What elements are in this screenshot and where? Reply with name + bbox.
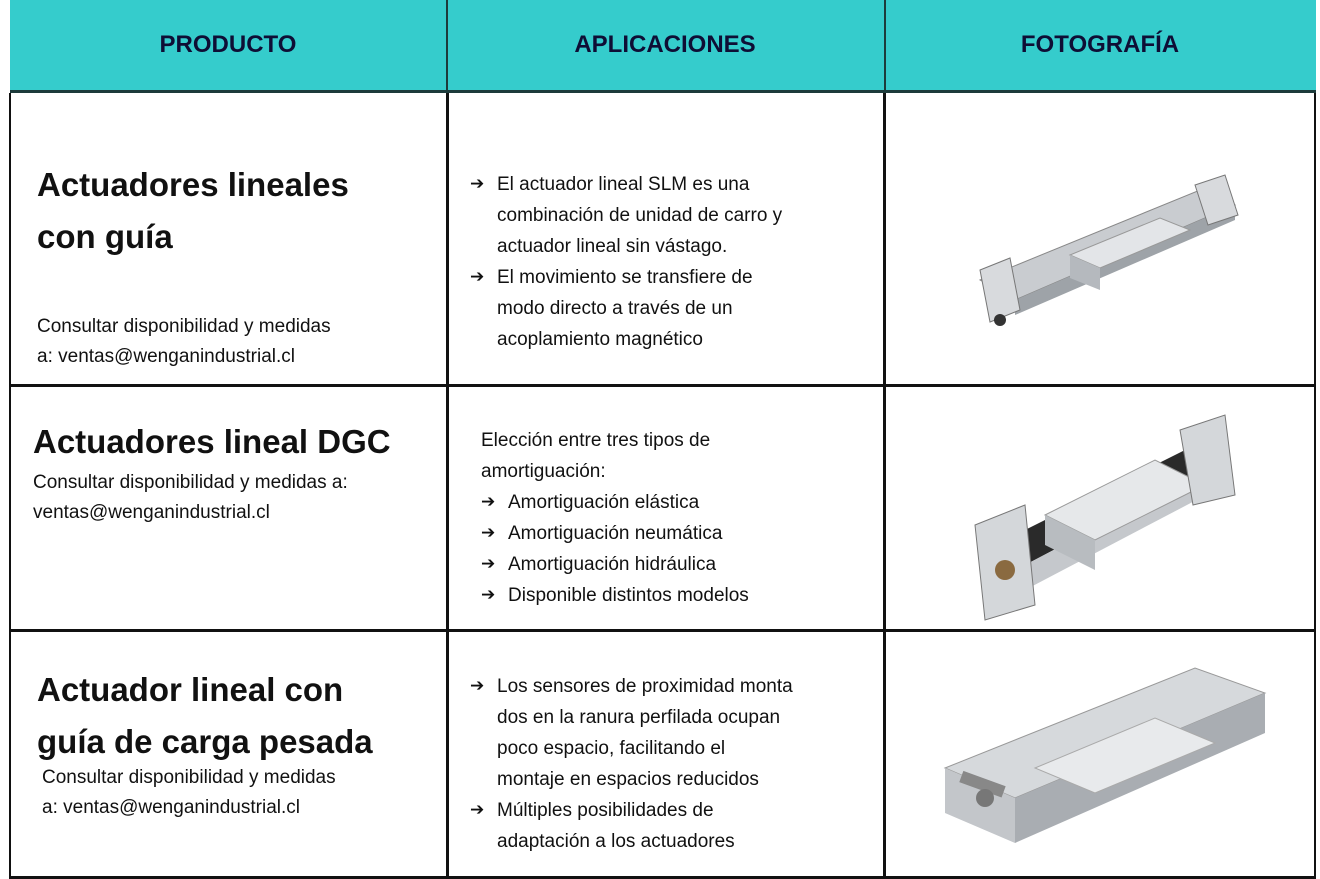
header-cell: APLICACIONES <box>574 31 756 58</box>
line: adaptación a los actuadores <box>497 831 735 852</box>
bullet: El actuador lineal SLM es una combinació… <box>470 169 782 262</box>
bullet: El movimiento se transfiere de modo dire… <box>470 262 782 355</box>
bullet: Múltiples posibilidades de adaptación a … <box>470 795 793 857</box>
applications: El actuador lineal SLM es una combinació… <box>470 169 782 355</box>
note-line: ventas@wenganindustrial.cl <box>33 502 270 523</box>
border <box>1314 93 1316 879</box>
line: actuador lineal sin vástago. <box>497 236 728 257</box>
border <box>9 93 11 879</box>
applications: Los sensores de proximidad monta dos en … <box>470 671 793 857</box>
border <box>883 93 886 879</box>
product-title: Actuadores lineal DGC <box>33 416 391 468</box>
header: PRODUCTO APLICACIONES FOTOGRAFÍA <box>10 0 1316 93</box>
title-line: con guía <box>37 218 173 255</box>
note-line: a: ventas@wenganindustrial.cl <box>42 797 300 818</box>
title-line: Actuadores lineales <box>37 166 349 203</box>
bullet: Amortiguación elástica <box>481 487 749 518</box>
note-line: Consultar disponibilidad y medidas <box>37 316 331 337</box>
border <box>9 384 1316 387</box>
note-line: Consultar disponibilidad y medidas a: <box>33 472 348 493</box>
note-line: a: ventas@wenganindustrial.cl <box>37 346 295 367</box>
line: dos en la ranura perfilada ocupan <box>497 707 781 728</box>
line: Múltiples posibilidades de <box>497 800 714 821</box>
line: acoplamiento magnético <box>497 329 703 350</box>
line: montaje en espacios reducidos <box>497 769 759 790</box>
title-line: guía de carga pesada <box>37 723 373 760</box>
line: Amortiguación neumática <box>508 523 723 544</box>
line: poco espacio, facilitando el <box>497 738 726 759</box>
line: Disponible distintos modelos <box>508 585 749 606</box>
note-line: Consultar disponibilidad y medidas <box>42 767 336 788</box>
product-note: Consultar disponibilidad y medidas a: ve… <box>33 468 348 528</box>
line: El movimiento se transfiere de <box>497 267 753 288</box>
product-photo <box>974 414 1236 621</box>
line: combinación de unidad de carro y <box>497 205 783 226</box>
bullet: Amortiguación neumática <box>481 518 749 549</box>
line: El actuador lineal SLM es una <box>497 174 750 195</box>
border <box>9 876 1316 879</box>
line: Amortiguación elástica <box>508 492 700 513</box>
line: modo directo a través de un <box>497 298 733 319</box>
border <box>446 93 449 879</box>
line: Amortiguación hidráulica <box>508 554 717 575</box>
applications: Elección entre tres tipos de amortiguaci… <box>481 425 749 611</box>
product-note: Consultar disponibilidad y medidas a: ve… <box>37 312 331 372</box>
product-photo <box>943 667 1267 843</box>
bullet: Amortiguación hidráulica <box>481 549 749 580</box>
product-title: Actuador lineal con guía de carga pesada <box>37 664 373 768</box>
product-photo <box>978 174 1239 326</box>
title-line: Actuador lineal con <box>37 671 344 708</box>
bullet: Disponible distintos modelos <box>481 580 749 611</box>
border <box>9 629 1316 632</box>
header-divider <box>446 0 448 90</box>
product-title: Actuadores lineales con guía <box>37 159 349 263</box>
bullet: Los sensores de proximidad monta dos en … <box>470 671 793 795</box>
header-cell: FOTOGRAFÍA <box>1020 31 1180 58</box>
line: Los sensores de proximidad monta <box>497 676 793 697</box>
header-divider <box>884 0 886 90</box>
intro-line: Elección entre tres tipos de <box>481 430 711 451</box>
product-note: Consultar disponibilidad y medidas a: ve… <box>42 763 336 823</box>
intro-line: amortiguación: <box>481 461 606 482</box>
title-line: Actuadores lineal DGC <box>33 423 391 460</box>
header-cell: PRODUCTO <box>159 31 297 58</box>
